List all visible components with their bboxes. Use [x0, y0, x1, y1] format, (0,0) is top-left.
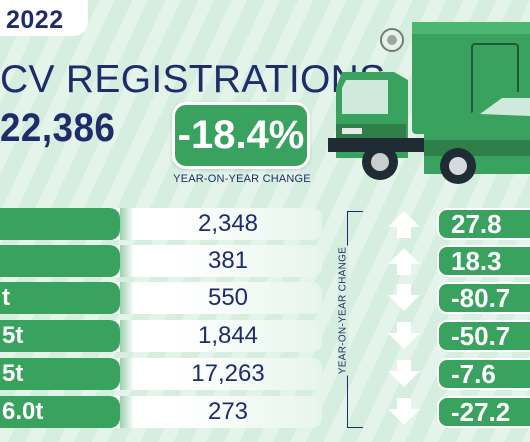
pickup-truck-icon [424, 92, 530, 184]
year-label: 2022 [6, 6, 64, 34]
row-change: -50.7 [437, 320, 530, 352]
row-category: t [0, 282, 134, 314]
vehicles-illustration [328, 22, 530, 184]
table-row: 5t 1,844 [0, 320, 322, 352]
up-arrow-icon [388, 248, 420, 275]
down-arrow-icon [388, 398, 420, 425]
row-value: 1,844 [197, 322, 259, 349]
row-category [0, 245, 134, 277]
down-arrow-icon [388, 322, 420, 349]
up-arrow-icon [388, 211, 420, 238]
page-title: CV REGISTRATIONS [0, 58, 386, 101]
row-category [0, 208, 134, 240]
table-row: 6.0t 273 [0, 396, 322, 428]
table-row: 2,348 [0, 208, 322, 240]
row-category: 5t [0, 358, 134, 390]
row-value: 550 [207, 284, 249, 311]
change-bracket [347, 211, 363, 428]
table-row: 381 [0, 245, 322, 277]
year-tab: 2022 [0, 0, 88, 36]
row-category: 5t [0, 320, 134, 352]
row-change: -27.2 [437, 396, 530, 428]
row-change: -7.6 [437, 358, 530, 390]
row-change: -80.7 [437, 282, 530, 314]
row-change: 27.8 [437, 208, 530, 240]
row-change: 18.3 [437, 245, 530, 277]
down-arrow-icon [388, 284, 420, 311]
overall-change-value: -18.4% [177, 113, 305, 157]
row-value: 17,263 [191, 360, 265, 387]
table-row: 5t 17,263 [0, 358, 322, 390]
row-value: 273 [207, 398, 249, 425]
down-arrow-icon [388, 360, 420, 387]
overall-change-label: YEAR-ON-YEAR CHANGE [173, 173, 311, 185]
row-value: 381 [207, 247, 249, 274]
overall-change-box: -18.4% [172, 102, 310, 169]
row-category: 6.0t [0, 396, 134, 428]
row-value: 2,348 [197, 210, 259, 237]
table-row: t 550 [0, 282, 322, 314]
total-registrations: 22,386 [0, 106, 116, 150]
side-change-label: YEAR-ON-YEAR CHANGE [337, 245, 349, 376]
